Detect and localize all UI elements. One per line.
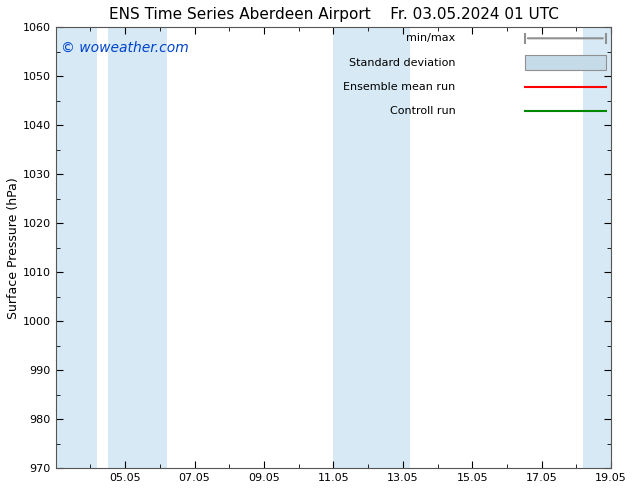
Bar	[56, 27, 98, 468]
Text: Controll run: Controll run	[390, 106, 456, 116]
Text: © woweather.com: © woweather.com	[61, 41, 189, 54]
Text: Ensemble mean run: Ensemble mean run	[344, 82, 456, 92]
Text: min/max: min/max	[406, 33, 456, 43]
Title: ENS Time Series Aberdeen Airport    Fr. 03.05.2024 01 UTC: ENS Time Series Aberdeen Airport Fr. 03.…	[108, 7, 559, 22]
FancyBboxPatch shape	[525, 55, 605, 70]
Bar	[108, 27, 167, 468]
Bar	[333, 27, 410, 468]
Text: Standard deviation: Standard deviation	[349, 57, 456, 68]
Bar	[583, 27, 611, 468]
Y-axis label: Surface Pressure (hPa): Surface Pressure (hPa)	[7, 177, 20, 318]
